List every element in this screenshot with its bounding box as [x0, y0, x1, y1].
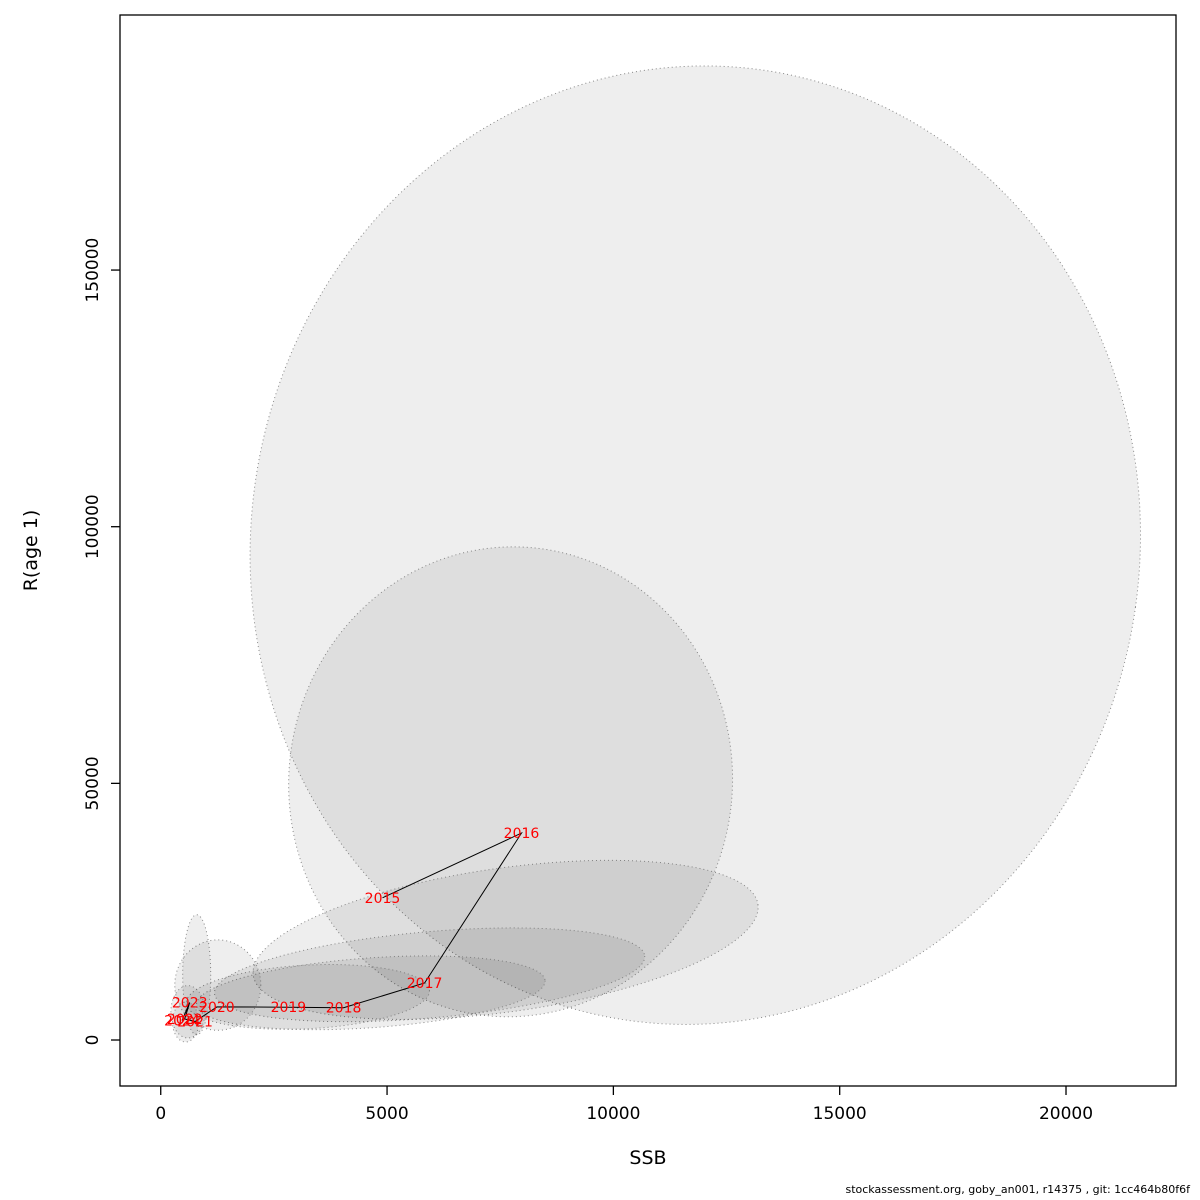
confidence-ellipse-2023: [182, 914, 212, 1036]
year-label-2018: 2018: [326, 1001, 362, 1017]
year-label-2023: 2023: [172, 996, 208, 1012]
y-axis-tick-label: 150000: [83, 238, 103, 303]
y-axis-tick-label: 50000: [83, 756, 103, 810]
year-label-2015: 2015: [365, 891, 401, 907]
x-axis-tick-label: 10000: [586, 1104, 640, 1124]
y-axis-tick-label: 0: [83, 1035, 103, 1046]
confidence-ellipse-2020: [185, 964, 430, 1030]
year-label-2020: 2020: [199, 1000, 235, 1016]
year-label-2019: 2019: [271, 1000, 307, 1016]
x-axis-title: SSB: [629, 1147, 666, 1169]
confidence-ellipse-2015: [288, 546, 734, 1018]
year-label-2021: 2021: [177, 1015, 213, 1031]
confidence-ellipse-2016: [249, 65, 1142, 1025]
confidence-ellipse-2022: [170, 985, 206, 1039]
confidence-ellipse-2017: [252, 859, 759, 1020]
footer-credit: stockassessment.org, goby_an001, r14375 …: [845, 1183, 1190, 1196]
y-axis-title: R(age 1): [20, 510, 42, 592]
x-axis-tick-label: 15000: [813, 1104, 867, 1124]
x-axis-tick-label: 20000: [1039, 1104, 1093, 1124]
year-label-2022: 2022: [167, 1012, 203, 1028]
x-axis-tick-label: 0: [155, 1104, 166, 1124]
year-label-2017: 2017: [407, 976, 443, 992]
confidence-ellipse-2024: [172, 1001, 200, 1043]
confidence-ellipse-2021: [174, 939, 262, 1031]
confidence-ellipse-2019: [196, 955, 546, 1031]
plot-box: [119, 14, 1177, 1087]
y-axis-tick-label: 100000: [83, 494, 103, 559]
trajectory-line: [181, 831, 523, 1023]
year-label-2024: 2024: [164, 1014, 200, 1030]
x-axis-tick-label: 5000: [365, 1104, 408, 1124]
year-label-2016: 2016: [504, 826, 540, 842]
